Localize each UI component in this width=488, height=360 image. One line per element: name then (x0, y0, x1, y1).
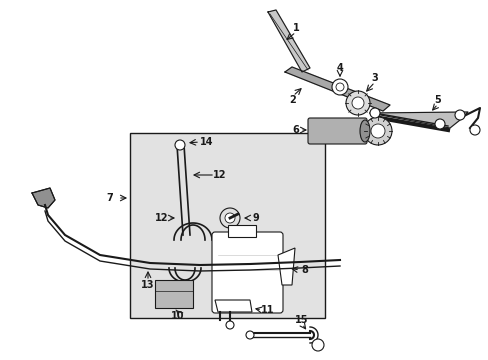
Text: 9: 9 (252, 213, 259, 223)
Circle shape (311, 339, 324, 351)
Polygon shape (267, 10, 309, 72)
Circle shape (175, 140, 184, 150)
Circle shape (331, 79, 347, 95)
Text: 5: 5 (434, 95, 441, 105)
Text: 7: 7 (106, 193, 113, 203)
Text: 14: 14 (200, 137, 213, 147)
Text: 1: 1 (292, 23, 299, 33)
Circle shape (245, 331, 253, 339)
Circle shape (224, 213, 235, 223)
Bar (155, 280, 193, 308)
Text: 3: 3 (371, 73, 378, 83)
Circle shape (369, 108, 379, 118)
Bar (130, 133, 325, 318)
Polygon shape (369, 112, 467, 128)
Circle shape (370, 124, 384, 138)
Text: 13: 13 (141, 280, 154, 290)
Text: 4: 4 (336, 63, 343, 73)
Text: 8: 8 (301, 265, 308, 275)
Polygon shape (285, 67, 389, 111)
Circle shape (363, 117, 391, 145)
Text: 11: 11 (261, 305, 274, 315)
Polygon shape (32, 188, 55, 208)
Circle shape (335, 83, 343, 91)
Circle shape (351, 97, 363, 109)
Text: 12: 12 (155, 213, 168, 223)
Circle shape (225, 321, 234, 329)
Text: 12: 12 (213, 170, 226, 180)
Text: 2: 2 (289, 95, 296, 105)
Bar (227, 225, 256, 237)
Circle shape (346, 91, 369, 115)
FancyBboxPatch shape (212, 232, 283, 313)
Ellipse shape (359, 120, 369, 142)
Circle shape (469, 125, 479, 135)
Text: 6: 6 (292, 125, 299, 135)
Circle shape (434, 119, 444, 129)
FancyBboxPatch shape (307, 118, 366, 144)
Circle shape (454, 110, 464, 120)
Text: 15: 15 (295, 315, 308, 325)
Polygon shape (278, 248, 294, 285)
Polygon shape (215, 300, 251, 312)
Circle shape (220, 208, 240, 228)
Text: 10: 10 (171, 311, 184, 321)
